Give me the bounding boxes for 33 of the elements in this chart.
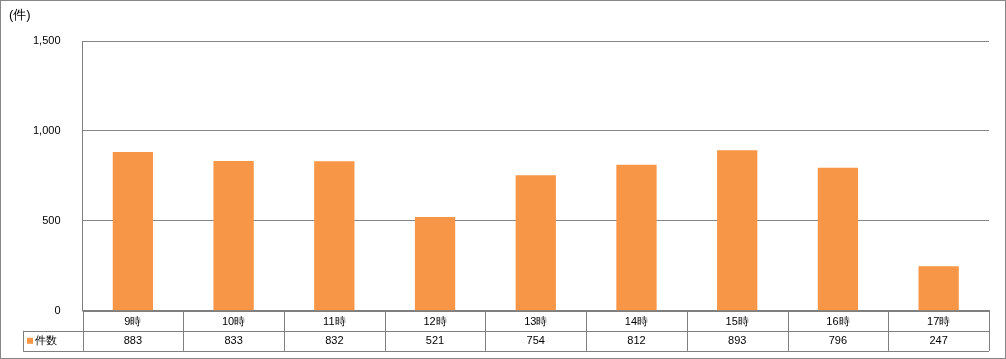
y-tick-label: 1,000 — [33, 123, 61, 136]
bar — [213, 160, 254, 311]
data-label: 833 — [224, 333, 243, 346]
x-tick-label: 11時 — [323, 315, 346, 328]
x-tick-label: 10時 — [221, 315, 246, 328]
data-label: 796 — [828, 333, 848, 346]
bar — [616, 164, 657, 311]
data-label: 893 — [728, 333, 747, 346]
y-tick-label: 0 — [54, 303, 61, 316]
bar — [817, 167, 859, 311]
bar — [314, 161, 355, 311]
bar — [515, 175, 556, 311]
legend-label: 件数 — [35, 333, 57, 346]
data-label: 521 — [425, 333, 445, 346]
y-tick-label: 500 — [42, 213, 61, 226]
x-tick-label: 14時 — [624, 315, 649, 328]
y-axis-title: (件) — [9, 7, 31, 23]
bar — [414, 217, 456, 311]
data-label: 754 — [526, 333, 545, 346]
data-label: 832 — [325, 333, 344, 346]
x-tick-label: 12時 — [423, 315, 447, 328]
data-label: 883 — [123, 333, 143, 346]
bar — [112, 151, 154, 311]
x-tick-label: 17時 — [927, 315, 951, 328]
bar — [918, 266, 959, 311]
data-label: 812 — [627, 333, 646, 346]
y-tick-label: 1,500 — [33, 34, 61, 47]
x-tick-label: 16時 — [826, 315, 850, 328]
x-tick-label: 13時 — [524, 315, 548, 328]
data-label: 247 — [929, 333, 948, 346]
x-tick-label: 9時 — [124, 315, 142, 328]
bar — [717, 150, 758, 311]
x-tick-label: 15時 — [725, 315, 749, 328]
